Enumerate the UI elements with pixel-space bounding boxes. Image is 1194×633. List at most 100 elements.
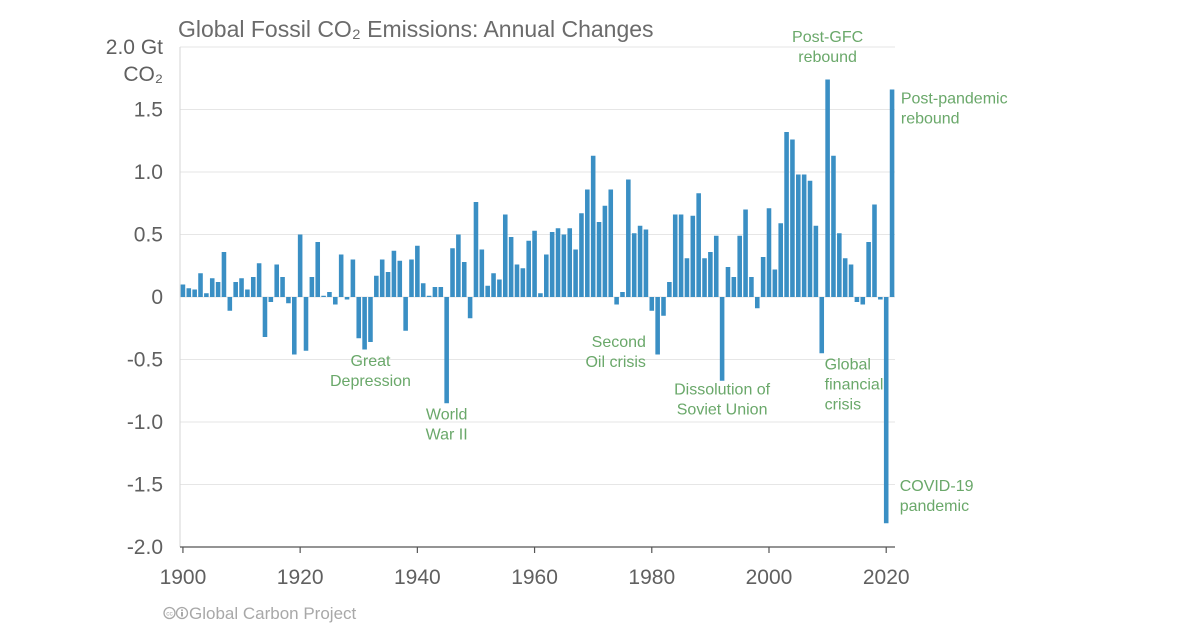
bar: [854, 297, 860, 302]
y-tick-label: -2.0: [127, 536, 163, 559]
bar: [485, 285, 490, 297]
credit-text: Global Carbon Project: [189, 604, 357, 623]
y-tick-label: -0.5: [127, 349, 163, 372]
x-tick-label: 2000: [746, 566, 793, 589]
bar: [626, 179, 631, 297]
bar: [837, 233, 842, 297]
y-tick-label: -1.5: [127, 474, 163, 497]
bar: [215, 282, 221, 297]
bar: [303, 297, 309, 351]
y-tick-label: 1.5: [134, 99, 163, 122]
bar: [655, 297, 660, 355]
bar: [579, 213, 584, 297]
bar: [620, 292, 625, 297]
bar: [508, 237, 514, 297]
bar: [801, 174, 807, 297]
bar: [596, 222, 602, 297]
bar: [778, 223, 783, 297]
bar: [356, 297, 362, 339]
bar: [561, 234, 567, 297]
bar: [883, 297, 889, 524]
bar: [878, 297, 883, 300]
bar: [649, 297, 655, 311]
bar: [221, 252, 227, 297]
bar: [825, 79, 830, 297]
bar: [426, 295, 432, 297]
bar: [690, 215, 696, 297]
annotation: Great Depression: [330, 353, 411, 390]
y-tick-label: 0.5: [134, 224, 163, 247]
bar: [532, 230, 537, 297]
bar: [432, 287, 438, 297]
bar: [186, 288, 192, 297]
bar: [239, 278, 244, 297]
bar: [702, 258, 707, 297]
bar: [743, 209, 748, 297]
bar: [379, 259, 385, 297]
bar: [784, 132, 789, 297]
svg-text:cc: cc: [166, 611, 173, 618]
annotation: Dissolution of Soviet Union: [674, 382, 771, 419]
bar: [772, 269, 778, 297]
bar: [262, 297, 268, 337]
bar: [708, 252, 713, 297]
annotation: Post-GFC rebound: [792, 29, 863, 66]
bar: [502, 214, 508, 297]
bar: [180, 284, 186, 297]
bar: [514, 264, 520, 297]
y-tick-label: 1.0: [134, 161, 163, 184]
bar: [473, 202, 479, 297]
bar: [385, 272, 391, 297]
bar: [696, 193, 701, 297]
bar: [590, 155, 596, 297]
bar: [256, 263, 262, 297]
bar: [415, 245, 420, 297]
creative-commons-icon: cc: [163, 606, 189, 620]
bar: [713, 235, 719, 297]
bar: [555, 228, 561, 297]
bar: [872, 204, 877, 297]
bar: [344, 297, 350, 300]
bar: [819, 297, 825, 354]
annotation: Second Oil crisis: [585, 334, 645, 371]
bar: [538, 293, 543, 297]
bar: [479, 249, 485, 297]
annotation: Post-pandemic rebound: [901, 90, 1008, 127]
bar: [444, 297, 449, 404]
bar: [368, 297, 373, 342]
annotation: COVID-19 pandemic: [900, 478, 974, 515]
bar: [643, 229, 649, 297]
bar: [467, 297, 473, 319]
bar: [790, 139, 795, 297]
bar: [760, 257, 766, 297]
bar: [461, 262, 467, 297]
bar: [198, 273, 203, 297]
y-unit-label-co2: CO₂: [123, 63, 163, 86]
bar: [420, 283, 426, 297]
bar: [438, 287, 444, 297]
bar: [268, 297, 274, 302]
bar: [338, 254, 344, 297]
bar: [456, 234, 461, 297]
y-tick-label: 0: [151, 286, 163, 309]
bar: [280, 277, 285, 297]
bar: [731, 277, 737, 297]
bar: [725, 267, 731, 297]
bar: [227, 297, 233, 311]
bar: [374, 275, 379, 297]
bar: [333, 297, 338, 305]
bar: [608, 189, 614, 297]
bar: [403, 297, 408, 331]
bar: [831, 155, 836, 297]
bar: [286, 297, 291, 304]
bar: [637, 225, 643, 297]
annotation: Global financial crisis: [825, 357, 884, 414]
bar: [678, 214, 684, 297]
bar: [309, 277, 315, 297]
y-tick-label: -1.0: [127, 411, 163, 434]
bar: [860, 297, 866, 305]
bar: [397, 260, 403, 297]
x-tick-label: 1940: [394, 566, 441, 589]
bar: [889, 89, 895, 297]
bar: [661, 297, 666, 316]
